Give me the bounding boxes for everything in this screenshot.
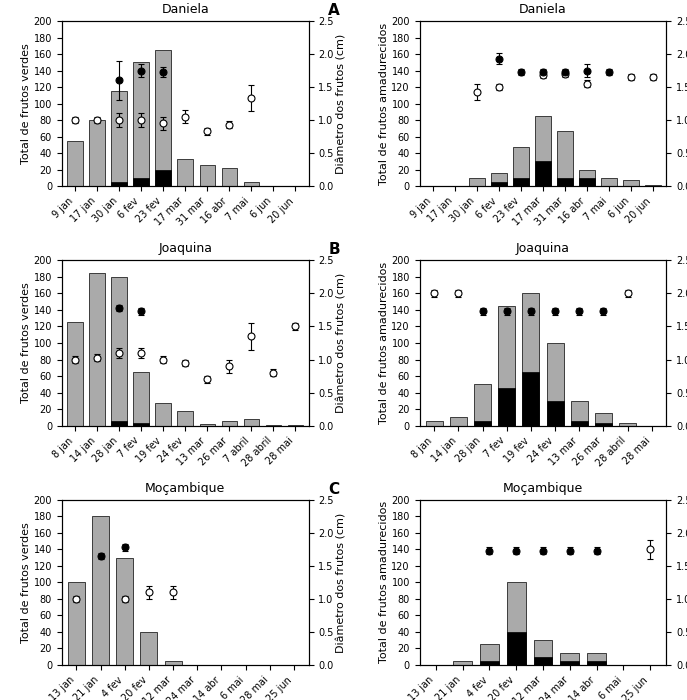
- Text: E: E: [686, 242, 687, 257]
- Y-axis label: Diâmetro dos frutos (cm): Diâmetro dos frutos (cm): [337, 34, 346, 174]
- Bar: [561, 652, 579, 665]
- Y-axis label: Total de frutos amadurecidos: Total de frutos amadurecidos: [379, 501, 389, 664]
- Bar: [111, 182, 127, 186]
- Bar: [498, 389, 515, 426]
- Bar: [133, 62, 149, 186]
- Y-axis label: Total de frutos verdes: Total de frutos verdes: [21, 283, 31, 403]
- Y-axis label: Total de frutos verdes: Total de frutos verdes: [21, 43, 31, 164]
- Text: F: F: [686, 482, 687, 496]
- Bar: [177, 411, 193, 426]
- Bar: [579, 169, 595, 186]
- Bar: [595, 413, 612, 426]
- Bar: [111, 277, 127, 426]
- Bar: [288, 425, 303, 426]
- Bar: [571, 421, 588, 426]
- Y-axis label: Diâmetro dos frutos (cm): Diâmetro dos frutos (cm): [337, 273, 346, 413]
- Y-axis label: Diâmetro dos frutos (cm): Diâmetro dos frutos (cm): [337, 512, 346, 652]
- Bar: [623, 181, 639, 186]
- Bar: [244, 419, 259, 426]
- Bar: [534, 657, 552, 665]
- Bar: [534, 640, 552, 665]
- Bar: [67, 323, 82, 426]
- Bar: [587, 652, 606, 665]
- Bar: [111, 421, 127, 426]
- Bar: [491, 173, 506, 186]
- Bar: [155, 169, 171, 186]
- Bar: [89, 120, 105, 186]
- Bar: [557, 178, 573, 186]
- Title: Daniela: Daniela: [161, 3, 209, 15]
- Bar: [571, 401, 588, 426]
- Bar: [133, 372, 149, 426]
- Bar: [498, 306, 515, 426]
- Bar: [133, 178, 149, 186]
- Bar: [133, 423, 149, 426]
- Bar: [522, 372, 539, 426]
- Bar: [507, 632, 526, 665]
- Bar: [244, 182, 259, 186]
- Y-axis label: Total de frutos verdes: Total de frutos verdes: [21, 522, 31, 643]
- Bar: [579, 178, 595, 186]
- Bar: [513, 147, 529, 186]
- Title: Joaquina: Joaquina: [516, 242, 570, 255]
- Bar: [155, 403, 171, 426]
- Text: A: A: [328, 3, 340, 18]
- Bar: [89, 273, 105, 426]
- Bar: [222, 168, 237, 186]
- Bar: [165, 661, 181, 665]
- Bar: [535, 116, 551, 186]
- Bar: [155, 50, 171, 186]
- Bar: [547, 343, 563, 426]
- Bar: [513, 178, 529, 186]
- Title: Daniela: Daniela: [519, 3, 567, 15]
- Y-axis label: Total de frutos amadurecidos: Total de frutos amadurecidos: [379, 22, 389, 185]
- Bar: [92, 517, 109, 665]
- Bar: [474, 384, 491, 426]
- Bar: [116, 558, 133, 665]
- Text: C: C: [328, 482, 339, 496]
- Bar: [199, 165, 215, 186]
- Bar: [469, 178, 484, 186]
- Bar: [68, 582, 85, 665]
- Bar: [601, 178, 617, 186]
- Title: Moçambique: Moçambique: [503, 482, 583, 494]
- Bar: [199, 424, 215, 426]
- Y-axis label: Total de frutos amadurecidos: Total de frutos amadurecidos: [379, 262, 389, 424]
- Bar: [426, 421, 442, 426]
- Bar: [177, 159, 193, 186]
- Bar: [222, 421, 237, 426]
- Bar: [595, 423, 612, 426]
- Bar: [619, 423, 636, 426]
- Bar: [587, 661, 606, 665]
- Bar: [522, 293, 539, 426]
- Bar: [67, 141, 82, 186]
- Bar: [111, 91, 127, 186]
- Bar: [450, 417, 466, 426]
- Bar: [547, 401, 563, 426]
- Bar: [474, 421, 491, 426]
- Bar: [266, 425, 281, 426]
- Bar: [480, 661, 499, 665]
- Bar: [480, 645, 499, 665]
- Bar: [535, 162, 551, 186]
- Text: D: D: [686, 3, 687, 18]
- Bar: [557, 131, 573, 186]
- Bar: [140, 632, 157, 665]
- Bar: [491, 182, 506, 186]
- Bar: [561, 661, 579, 665]
- Bar: [453, 661, 472, 665]
- Bar: [507, 582, 526, 665]
- Text: B: B: [328, 242, 340, 257]
- Title: Joaquina: Joaquina: [158, 242, 212, 255]
- Title: Moçambique: Moçambique: [145, 482, 225, 494]
